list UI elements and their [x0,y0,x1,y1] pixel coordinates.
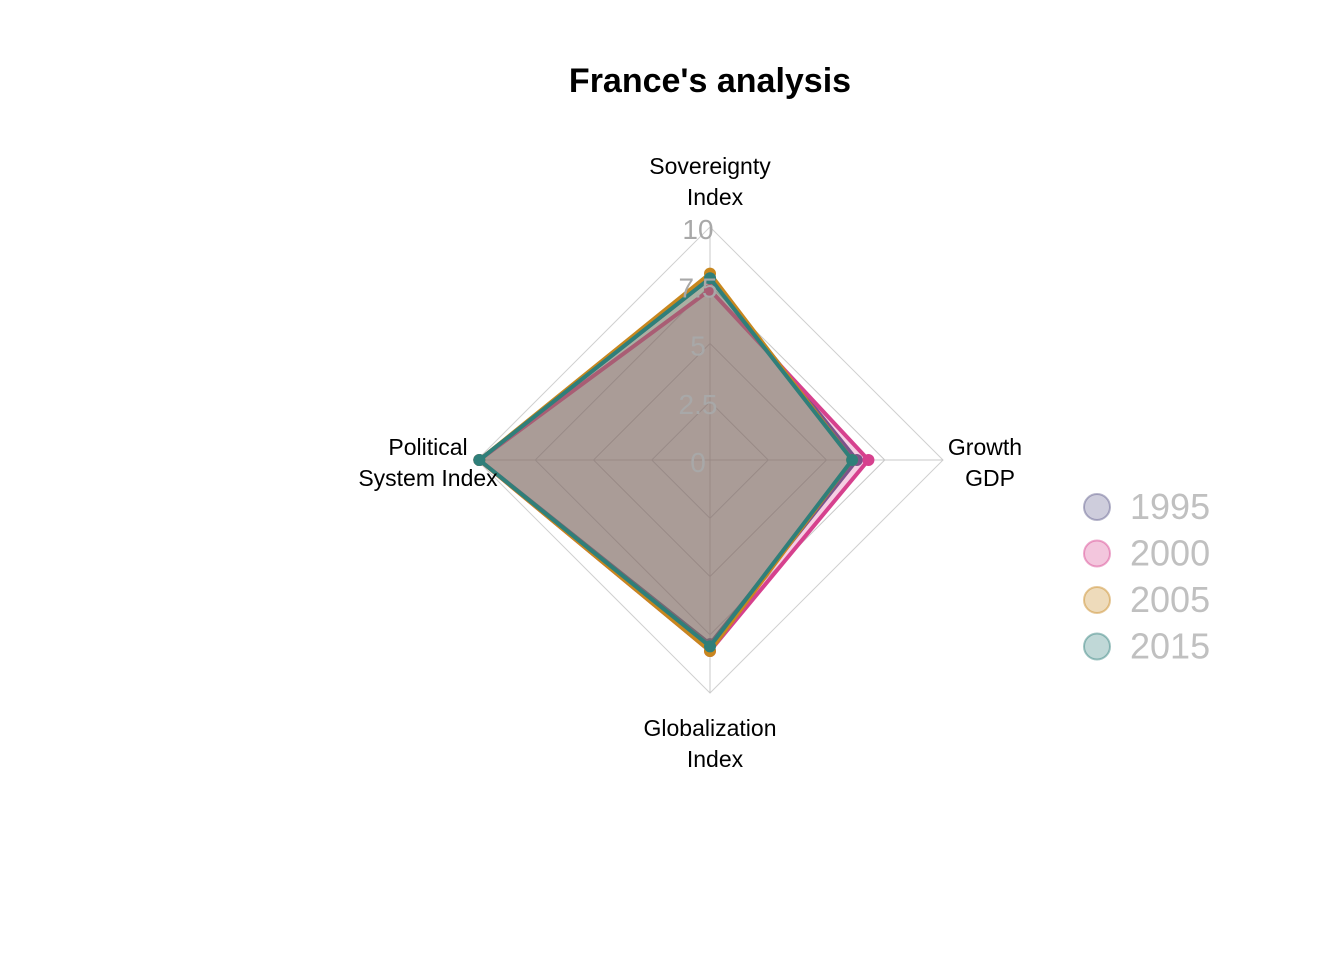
legend-label: 2015 [1130,626,1210,667]
axis-label: System Index [358,465,498,491]
data-point [704,640,716,653]
axis-label: GDP [965,465,1015,491]
legend-label: 2000 [1130,533,1210,574]
chart-title: France's analysis [569,62,851,100]
scale-label: 7.5 [679,272,718,303]
legend-swatch [1083,586,1111,614]
radar-series [473,267,875,658]
data-point [846,454,859,466]
data-point [704,272,716,285]
legend-swatch [1083,493,1111,521]
data-point [704,283,716,296]
series-area [477,276,855,649]
legend-swatch [1083,539,1111,568]
radar-axis-labels: Sovereignty Index Growth GDP Globalization In… [358,153,1022,772]
axis-label: Index [687,184,744,210]
legend-item: 1995 [1083,486,1210,527]
data-point [862,454,875,466]
scale-label: 5 [690,331,706,362]
axis-label: Growth [948,434,1022,460]
legend-item: 2015 [1083,626,1210,667]
series-2015 [473,272,859,653]
legend-label: 1995 [1130,486,1210,527]
radar-grid [476,226,944,694]
legend: 1995 2000 2005 2015 [1083,486,1210,667]
scale-label: 2.5 [679,389,718,420]
legend-label: 2005 [1130,579,1210,620]
data-point [473,454,486,466]
scale-label: 0 [690,447,706,478]
axis-label: Index [687,746,744,772]
legend-swatch [1083,632,1111,661]
axis-label: Sovereignty [649,153,771,179]
radar-scale-labels: 0 2.5 5 7.5 10 [679,214,718,478]
scale-label: 10 [682,214,713,245]
legend-item: 2000 [1083,533,1210,574]
legend-item: 2005 [1083,579,1210,620]
axis-label: Political [388,434,467,460]
axis-label: Globalization [644,715,777,741]
